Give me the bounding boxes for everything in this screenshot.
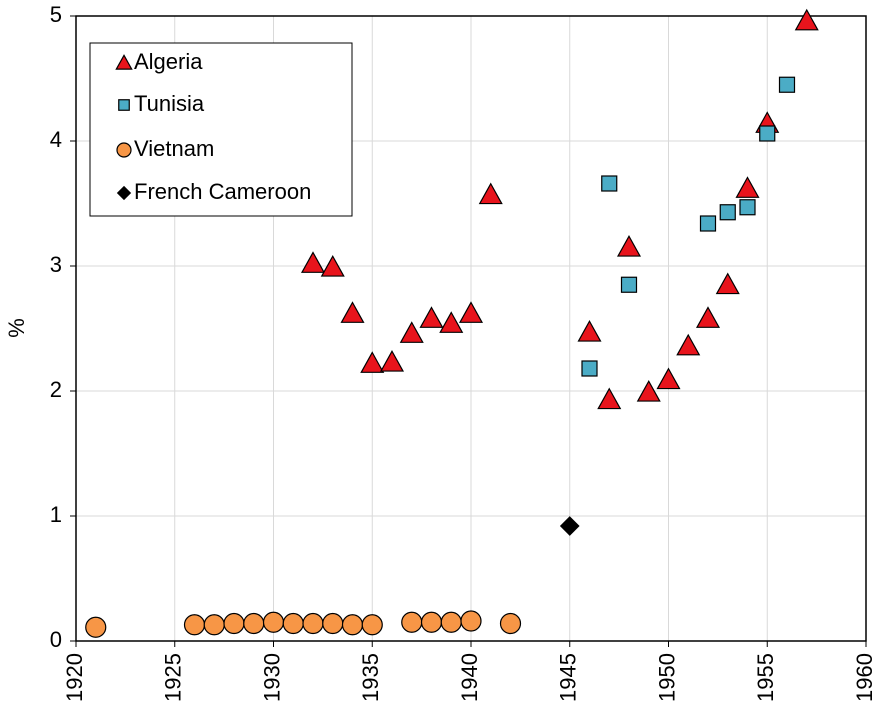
circle-marker [499, 612, 522, 635]
circle-marker [262, 611, 285, 633]
y-tick-label: 5 [50, 2, 62, 27]
legend-label: French Cameroon [134, 179, 311, 204]
square-marker [118, 99, 130, 111]
triangle-marker [458, 301, 484, 323]
plot-frame [75, 15, 867, 642]
triangle-marker [419, 306, 444, 328]
triangle-marker [616, 235, 642, 257]
circle-marker [243, 612, 265, 635]
circle-marker [322, 612, 344, 635]
circle-marker [420, 611, 443, 633]
triangle-marker [340, 301, 365, 323]
circle-marker [361, 614, 383, 636]
x-tick-label: 1930 [259, 653, 284, 702]
triangle-marker [695, 306, 721, 328]
diamond-marker [116, 185, 132, 201]
triangle-marker [577, 320, 602, 342]
triangle-marker [478, 182, 503, 205]
circle-marker [223, 612, 245, 635]
triangle-marker [597, 387, 622, 410]
x-tick-label: 1925 [161, 653, 186, 702]
triangle-marker [656, 367, 681, 390]
triangle-marker [379, 350, 405, 372]
x-tick-label: 1950 [654, 653, 679, 702]
triangle-marker [636, 380, 661, 402]
square-marker [620, 276, 638, 293]
diamond-marker [559, 516, 580, 536]
circle-marker [460, 610, 482, 632]
triangle-marker [676, 333, 701, 356]
y-axis-label: % [4, 318, 29, 338]
circle-marker [203, 614, 225, 636]
y-tick-label: 2 [50, 377, 62, 402]
square-marker [581, 360, 598, 377]
x-tick-label: 1955 [753, 653, 778, 702]
circle-marker [401, 611, 423, 633]
circle-marker [116, 142, 132, 158]
square-marker [778, 76, 796, 93]
square-marker [739, 199, 756, 216]
circle-marker [183, 614, 206, 636]
triangle-marker [715, 272, 740, 295]
legend-label: Vietnam [134, 136, 214, 161]
triangle-marker [399, 321, 424, 343]
x-tick-label: 1940 [457, 653, 482, 702]
y-tick-label: 4 [50, 127, 62, 152]
circle-marker [85, 616, 107, 638]
circle-marker [440, 611, 462, 633]
triangle-marker [300, 251, 326, 273]
y-tick-label: 0 [50, 627, 62, 652]
x-tick-label: 1920 [62, 653, 87, 702]
y-tick-label: 3 [50, 252, 62, 277]
triangle-marker [360, 351, 385, 373]
circle-marker [302, 612, 324, 635]
x-tick-label: 1935 [358, 653, 383, 702]
triangle-marker [735, 176, 760, 198]
square-marker [699, 215, 717, 232]
legend-box [89, 42, 353, 217]
y-tick-label: 1 [50, 502, 62, 527]
circle-marker [341, 614, 364, 636]
x-tick-label: 1960 [852, 653, 877, 702]
circle-marker [282, 612, 304, 635]
square-marker [601, 175, 618, 192]
triangle-marker [115, 54, 133, 70]
legend-label: Tunisia [134, 91, 205, 116]
x-tick-label: 1945 [556, 653, 581, 702]
triangle-marker [439, 311, 464, 333]
triangle-marker [320, 255, 345, 277]
square-marker [719, 204, 736, 221]
triangle-marker [794, 8, 819, 31]
square-marker [759, 125, 776, 142]
legend-label: Algeria [134, 49, 203, 74]
